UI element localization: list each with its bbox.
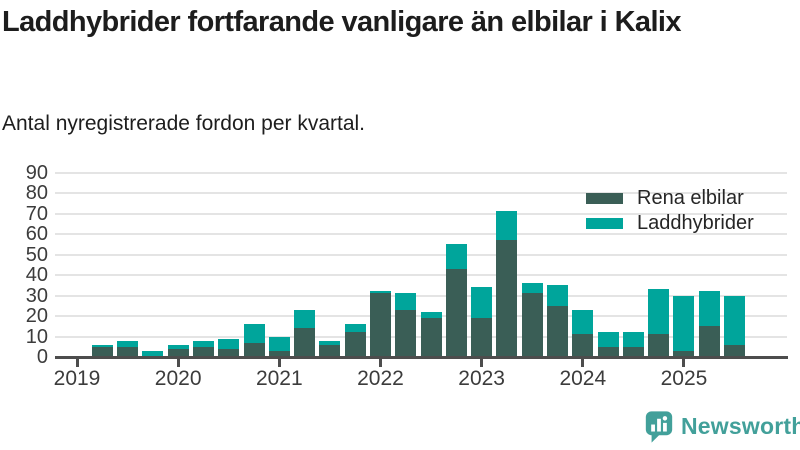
bar-segment-laddhybrider-2020Q3 <box>218 338 240 349</box>
bar-segment-rena-elbilar-2019Q2 <box>91 346 113 357</box>
bar-segment-rena-elbilar-2022Q4 <box>445 268 467 357</box>
bar-segment-rena-elbilar-2020Q3 <box>218 348 240 357</box>
bar-segment-laddhybrider-2023Q4 <box>547 285 568 306</box>
bar-segment-laddhybrider-2023Q1 <box>471 287 493 319</box>
bar-segment-laddhybrider-2024Q3 <box>622 332 644 347</box>
newsworthy-logo: Newsworthy <box>645 410 800 444</box>
x-axis-tick <box>581 356 585 367</box>
bar-segment-rena-elbilar-2025Q2 <box>698 326 720 357</box>
gridline <box>55 171 787 174</box>
x-axis-tick <box>682 356 686 367</box>
x-axis-tick <box>75 356 79 367</box>
x-axis-tick-label: 2020 <box>154 367 202 390</box>
y-axis-tick-label: 90 <box>25 161 48 184</box>
y-axis-tick-label: 50 <box>25 243 48 266</box>
bar-segment-rena-elbilar-2023Q4 <box>547 305 568 357</box>
y-axis-tick-label: 70 <box>25 202 48 225</box>
bar-segment-rena-elbilar-2021Q2 <box>294 328 316 357</box>
legend-item-laddhybrider: Laddhybrider <box>586 211 754 236</box>
bar-segment-rena-elbilar-2020Q4 <box>243 342 265 357</box>
legend-swatch-laddhybrider <box>586 218 623 229</box>
gridline <box>55 274 787 276</box>
bar-segment-rena-elbilar-2020Q2 <box>192 346 214 357</box>
bar-segment-laddhybrider-2020Q1 <box>167 344 189 349</box>
bar-segment-rena-elbilar-2022Q3 <box>420 318 442 357</box>
bar-segment-laddhybrider-2022Q1 <box>369 291 391 294</box>
y-axis-tick-label: 80 <box>25 182 48 204</box>
x-axis-tick <box>480 356 484 367</box>
y-axis-tick-label: 60 <box>25 223 48 245</box>
bar-segment-laddhybrider-2023Q3 <box>521 283 543 294</box>
bar-segment-laddhybrider-2024Q2 <box>597 332 619 347</box>
bar-segment-rena-elbilar-2021Q4 <box>344 332 366 357</box>
legend-label-rena-elbilar: Rena elbilar <box>637 187 744 209</box>
gridline <box>55 233 787 235</box>
bar-segment-rena-elbilar-2023Q2 <box>496 240 518 357</box>
bar-segment-rena-elbilar-2024Q4 <box>648 334 670 357</box>
bar-segment-laddhybrider-2021Q3 <box>319 340 341 345</box>
bar-segment-rena-elbilar-2021Q1 <box>268 350 290 357</box>
x-axis-tick-label: 2024 <box>559 367 607 390</box>
chart-subtitle: Antal nyregistrerade fordon per kvartal. <box>2 112 366 135</box>
bar-segment-laddhybrider-2021Q4 <box>344 324 366 333</box>
y-axis-tick-label: 30 <box>25 284 48 307</box>
bar-segment-laddhybrider-2022Q4 <box>445 244 467 269</box>
legend-swatch-rena-elbilar <box>586 193 623 204</box>
x-axis-line <box>55 356 788 359</box>
bar-segment-laddhybrider-2020Q4 <box>243 324 265 343</box>
gridline <box>55 253 787 256</box>
gridline <box>55 192 787 194</box>
bar-segment-laddhybrider-2021Q2 <box>294 309 316 329</box>
bar-segment-laddhybrider-2025Q3 <box>724 295 746 345</box>
gridline <box>55 212 787 215</box>
bar-segment-laddhybrider-2025Q2 <box>698 291 720 327</box>
bar-segment-laddhybrider-2024Q1 <box>572 309 594 335</box>
bar-segment-rena-elbilar-2025Q1 <box>673 350 695 357</box>
bar-segment-rena-elbilar-2019Q3 <box>117 346 139 357</box>
bar-segment-laddhybrider-2022Q2 <box>395 293 417 310</box>
x-axis-tick <box>277 356 281 367</box>
x-axis-tick-label: 2019 <box>53 367 101 390</box>
y-axis-tick-label: 0 <box>36 346 48 368</box>
bar-segment-rena-elbilar-2023Q3 <box>521 293 543 357</box>
y-axis-tick-label: 20 <box>25 305 48 327</box>
x-axis-tick-label: 2021 <box>255 367 303 390</box>
bar-chart-speech-bubble-icon <box>645 411 673 443</box>
bar-segment-laddhybrider-2024Q4 <box>648 289 670 335</box>
bar-segment-laddhybrider-2021Q1 <box>268 336 290 351</box>
y-axis-tick-label: 10 <box>25 325 48 348</box>
bar-segment-laddhybrider-2019Q2 <box>91 344 113 347</box>
bar-segment-rena-elbilar-2025Q3 <box>724 344 746 357</box>
y-axis-tick-label: 40 <box>25 264 48 286</box>
bar-segment-laddhybrider-2023Q2 <box>496 211 518 241</box>
bar-segment-laddhybrider-2019Q3 <box>117 340 139 347</box>
bar-segment-rena-elbilar-2024Q3 <box>622 346 644 357</box>
legend-label-laddhybrider: Laddhybrider <box>637 212 754 234</box>
bar-segment-laddhybrider-2025Q1 <box>673 295 695 351</box>
bar-segment-laddhybrider-2022Q3 <box>420 311 442 319</box>
bar-segment-rena-elbilar-2022Q2 <box>395 309 417 357</box>
x-axis-tick-label: 2025 <box>660 367 708 390</box>
gridline <box>55 294 787 297</box>
legend: Rena elbilar Laddhybrider <box>586 186 754 236</box>
bar-segment-rena-elbilar-2020Q1 <box>167 348 189 357</box>
bar-segment-laddhybrider-2019Q4 <box>142 350 164 357</box>
newsworthy-wordmark: Newsworthy <box>681 413 800 439</box>
x-axis-tick <box>176 356 180 367</box>
x-axis-tick <box>378 356 382 367</box>
bar-segment-rena-elbilar-2021Q3 <box>319 344 341 357</box>
bar-segment-rena-elbilar-2024Q1 <box>572 334 594 357</box>
bar-segment-rena-elbilar-2022Q1 <box>369 293 391 357</box>
legend-item-rena-elbilar: Rena elbilar <box>586 186 754 211</box>
bar-segment-rena-elbilar-2024Q2 <box>597 346 619 357</box>
x-axis-tick-label: 2023 <box>458 367 505 390</box>
chart-title: Laddhybrider fortfarande vanligare än el… <box>2 6 682 38</box>
bar-segment-laddhybrider-2020Q2 <box>192 340 214 347</box>
bar-segment-rena-elbilar-2023Q1 <box>471 318 493 357</box>
x-axis-tick-label: 2022 <box>357 367 404 390</box>
